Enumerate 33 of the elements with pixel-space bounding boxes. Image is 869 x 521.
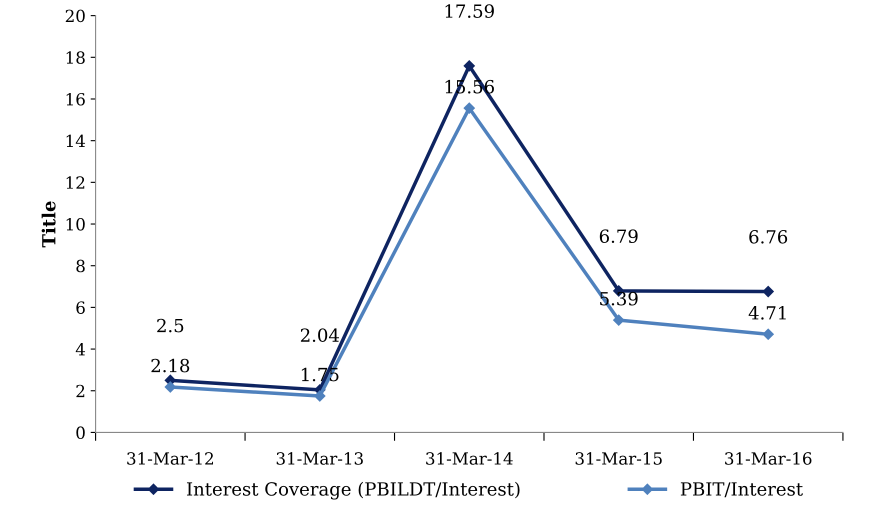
point (314, 390, 326, 402)
y-tick-label: 0 (76, 426, 85, 439)
legend-label: PBIT/Interest (680, 482, 803, 498)
x-tick-label: 31-Mar-14 (426, 452, 513, 465)
y-tick-label: 4 (76, 343, 86, 356)
point (464, 102, 475, 114)
point (762, 286, 774, 298)
point (762, 328, 774, 340)
point (164, 381, 176, 393)
point (464, 60, 475, 72)
y-tick-label: 20 (66, 10, 85, 22)
y-tick-label: 6 (76, 301, 85, 314)
y-tick-label: 18 (66, 51, 85, 64)
y-tick-label: 2 (76, 384, 84, 398)
y-tick-label: 14 (66, 134, 86, 147)
x-tick-label: 31-Mar-12 (127, 452, 214, 465)
x-tick-label: 31-Mar-16 (725, 452, 812, 465)
x-tick-label: 31-Mar-13 (276, 452, 363, 465)
legend-label: Interest Coverage (PBILDT/Interest) (186, 482, 520, 500)
y-axis-title: Title (42, 201, 56, 248)
point (613, 314, 624, 326)
y-tick-label: 10 (66, 218, 85, 231)
y-tick-label: 16 (66, 92, 85, 106)
data-label: 2.04 (300, 328, 339, 342)
data-label: 2.18 (151, 358, 190, 372)
x-tick-label: 31-Mar-15 (576, 452, 662, 465)
y-tick-label: 12 (66, 176, 84, 189)
y-tick-label: 8 (76, 260, 85, 272)
data-label: 6.79 (600, 229, 638, 243)
data-label: 2.5 (157, 318, 184, 332)
data-label: 6.76 (749, 230, 788, 244)
data-label: 17.59 (446, 4, 494, 18)
data-label: 4.71 (748, 306, 786, 320)
